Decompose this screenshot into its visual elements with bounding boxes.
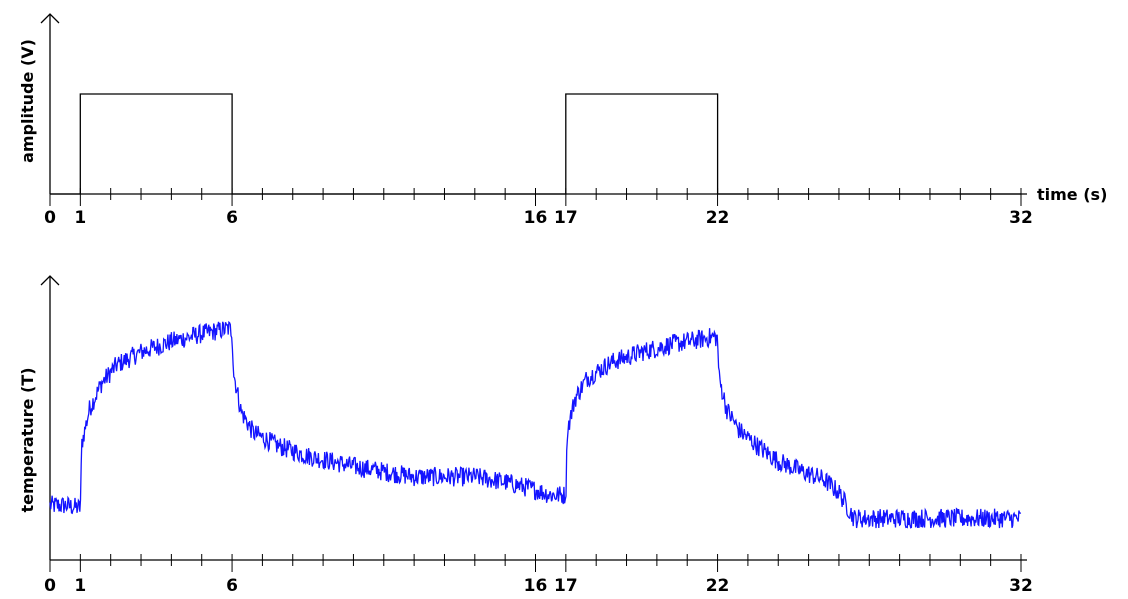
x-tick-label: 16 [524, 576, 548, 596]
y-axis-title-amplitude: amplitude (V) [18, 39, 37, 163]
y-axis-title-temperature: temperature (T) [18, 367, 37, 512]
x-tick-label: 22 [706, 576, 730, 596]
temperature-panel: temperature (T) 0 1 6 16 17 22 32 [18, 275, 1033, 596]
x-tick-label: 1 [74, 208, 86, 228]
x-axis-title-time: time (s) [1037, 185, 1107, 204]
x-tick-label: 0 [44, 576, 56, 596]
amplitude-panel: amplitude (V) time (s) 0 1 6 16 17 22 32 [18, 13, 1107, 228]
x-tick-label: 32 [1009, 576, 1033, 596]
x-tick-label: 0 [44, 208, 56, 228]
x-tick-label: 17 [554, 208, 578, 228]
x-tick-label: 32 [1009, 208, 1033, 228]
amplitude-series-line [50, 93, 1021, 195]
x-tick-label: 17 [554, 576, 578, 596]
x-tick-label: 6 [226, 208, 238, 228]
x-tick-label: 16 [524, 208, 548, 228]
x-tick-label: 22 [706, 208, 730, 228]
y-axis-arrow [40, 275, 60, 286]
y-axis-arrow [40, 13, 60, 24]
temperature-series-line [49, 320, 1022, 529]
x-tick-label: 6 [226, 576, 238, 596]
x-tick-label: 1 [74, 576, 86, 596]
